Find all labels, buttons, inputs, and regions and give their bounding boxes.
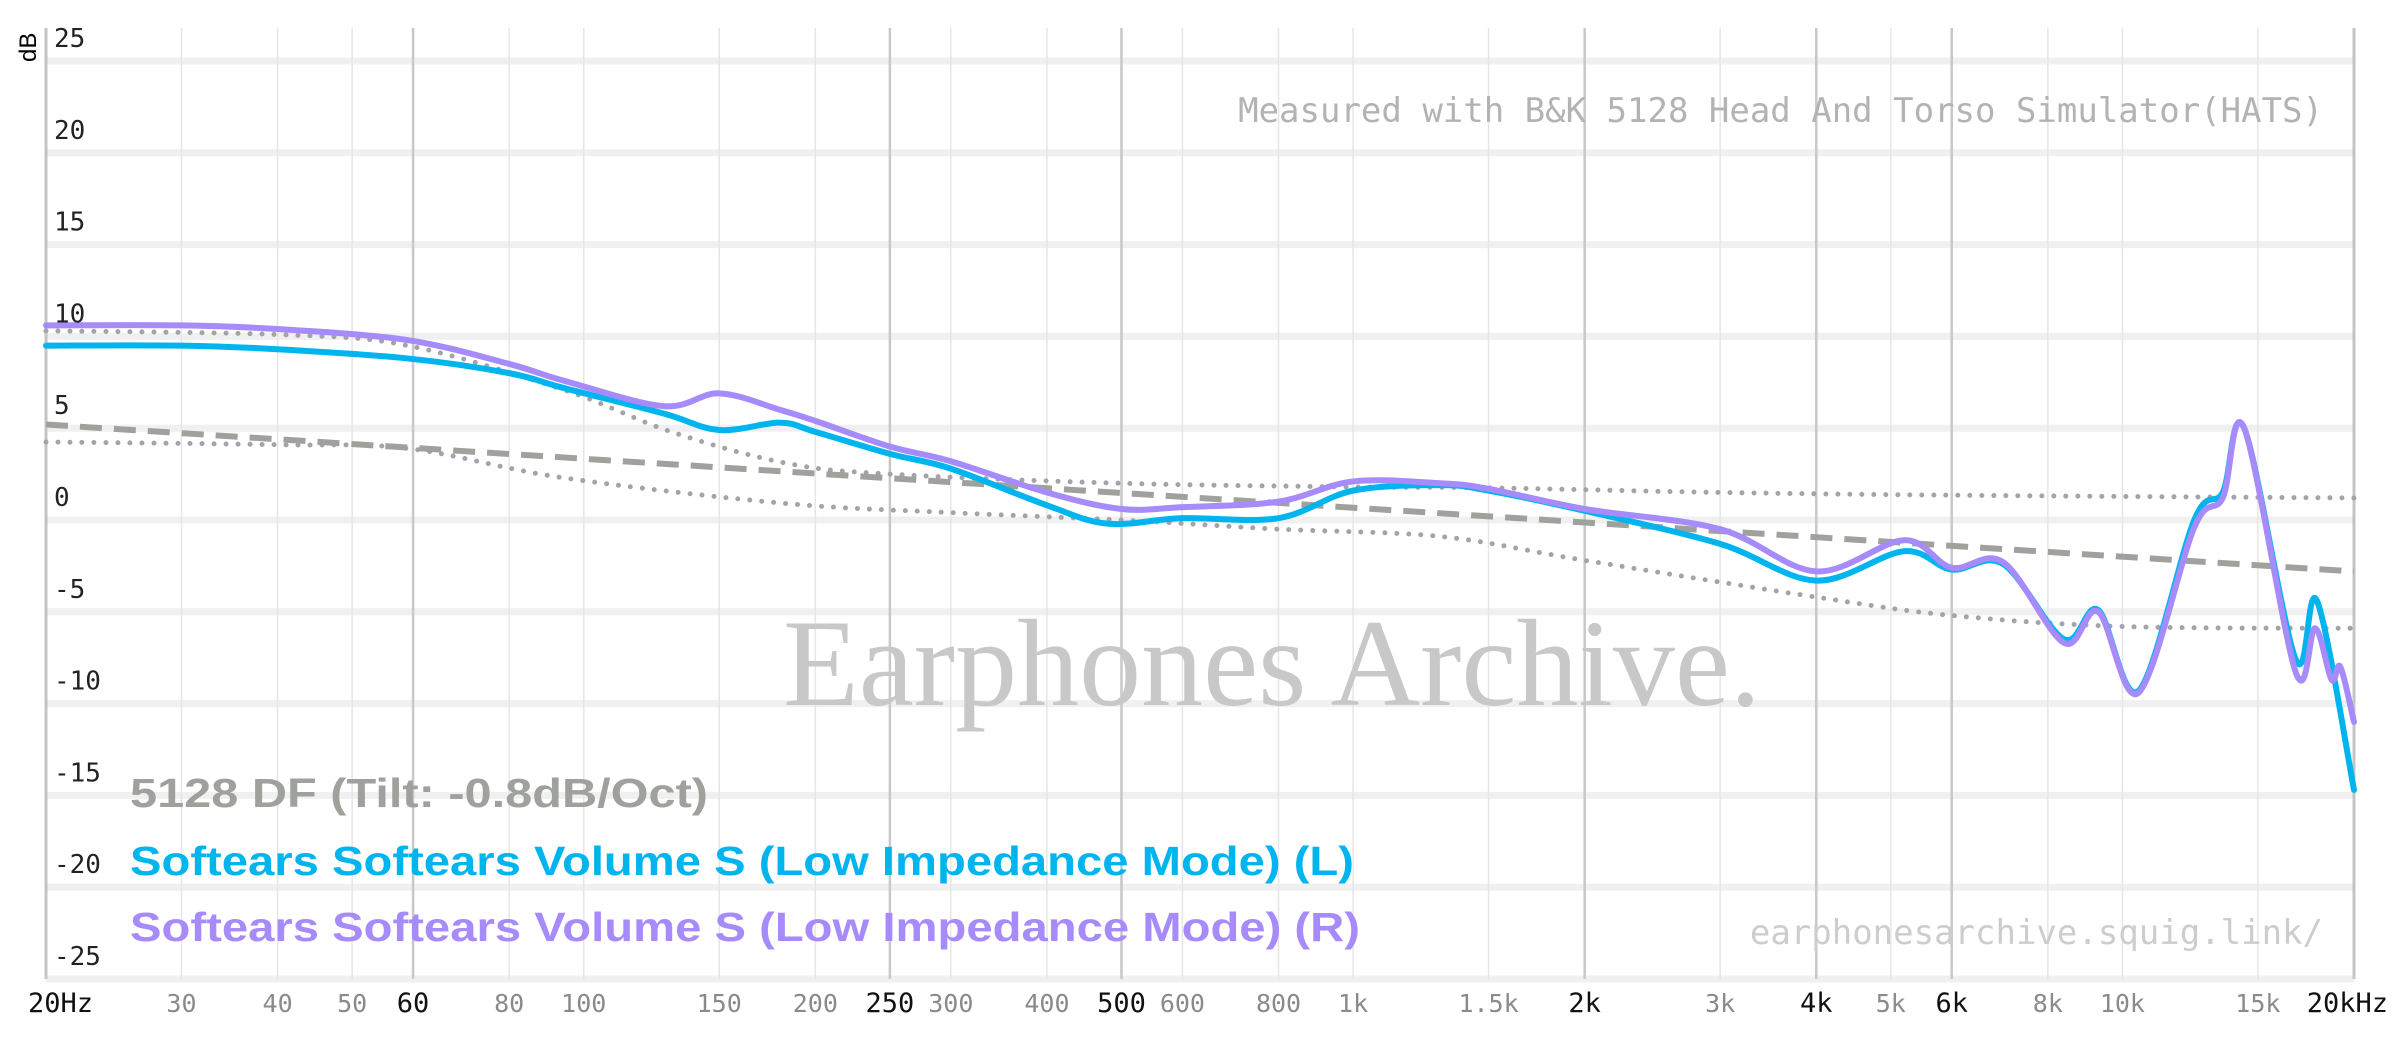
y-tick-label: -15: [54, 758, 101, 788]
x-tick-label: 200: [793, 989, 838, 1018]
y-tick-label: 0: [54, 483, 70, 513]
y-tick-label: 25: [54, 24, 85, 54]
x-tick-label: 3k: [1705, 989, 1735, 1018]
x-tick-label: 100: [561, 989, 606, 1018]
y-tick-label: -25: [54, 942, 101, 972]
series-line-5128-df-tilt-0-8db-oct: [45, 421, 2355, 575]
x-tick-label: 2k: [1568, 988, 1601, 1019]
x-tick-label: 500: [1097, 988, 1146, 1019]
y-tick-label: 20: [54, 116, 85, 146]
x-tick-label: 4k: [1800, 988, 1833, 1019]
y-tick-label: -10: [54, 667, 101, 697]
x-tick-label: 600: [1160, 989, 1205, 1018]
y-axis-label: dB: [15, 33, 42, 62]
legend-item-left[interactable]: Softears Softears Volume S (Low Impedanc…: [130, 838, 1354, 884]
x-tick-label: 60: [397, 988, 430, 1019]
x-tick-label: 1.5k: [1458, 989, 1518, 1018]
watermark: Earphones Archive.: [783, 595, 1761, 732]
x-tick-label: 1k: [1338, 989, 1368, 1018]
x-tick-label: 5k: [1876, 989, 1906, 1018]
site-url: earphonesarchive.squig.link/: [1750, 913, 2323, 953]
x-tick-label: 20Hz: [28, 988, 93, 1019]
x-tick-label: 80: [494, 989, 524, 1018]
x-tick-label: 15k: [2235, 989, 2280, 1018]
y-tick-label: -20: [54, 850, 101, 880]
y-tick-label: 10: [54, 299, 85, 329]
x-tick-label: 40: [263, 989, 293, 1018]
x-tick-label: 10k: [2100, 989, 2145, 1018]
x-tick-label: 250: [865, 988, 914, 1019]
x-tick-label: 6k: [1935, 988, 1968, 1019]
curves: [43, 322, 2357, 793]
y-tick-label: -5: [54, 575, 85, 605]
y-tick-label: 5: [54, 391, 70, 421]
series-line-target-upper-bound: [43, 328, 2357, 501]
grid: [44, 28, 2356, 983]
legend: 5128 DF (Tilt: -0.8dB/Oct) Softears Soft…: [130, 770, 1360, 950]
x-tick-label: 400: [1024, 989, 1069, 1018]
series-line-target-lower-bound: [43, 439, 2357, 631]
series-line-softears-softears-volume-s-low-impedance-mode-r: [43, 322, 2357, 725]
measurement-note: Measured with B&K 5128 Head And Torso Si…: [1238, 91, 2323, 131]
legend-item-target[interactable]: 5128 DF (Tilt: -0.8dB/Oct): [130, 770, 708, 816]
x-tick-label: 50: [337, 989, 367, 1018]
legend-item-right[interactable]: Softears Softears Volume S (Low Impedanc…: [130, 904, 1360, 950]
x-tick-label: 8k: [2033, 989, 2063, 1018]
x-tick-label: 800: [1256, 989, 1301, 1018]
x-tick-label: 300: [928, 989, 973, 1018]
x-tick-label: 150: [697, 989, 742, 1018]
x-tick-label: 20kHz: [2307, 988, 2388, 1019]
x-tick-label: 30: [166, 989, 196, 1018]
y-tick-label: 15: [54, 208, 85, 238]
